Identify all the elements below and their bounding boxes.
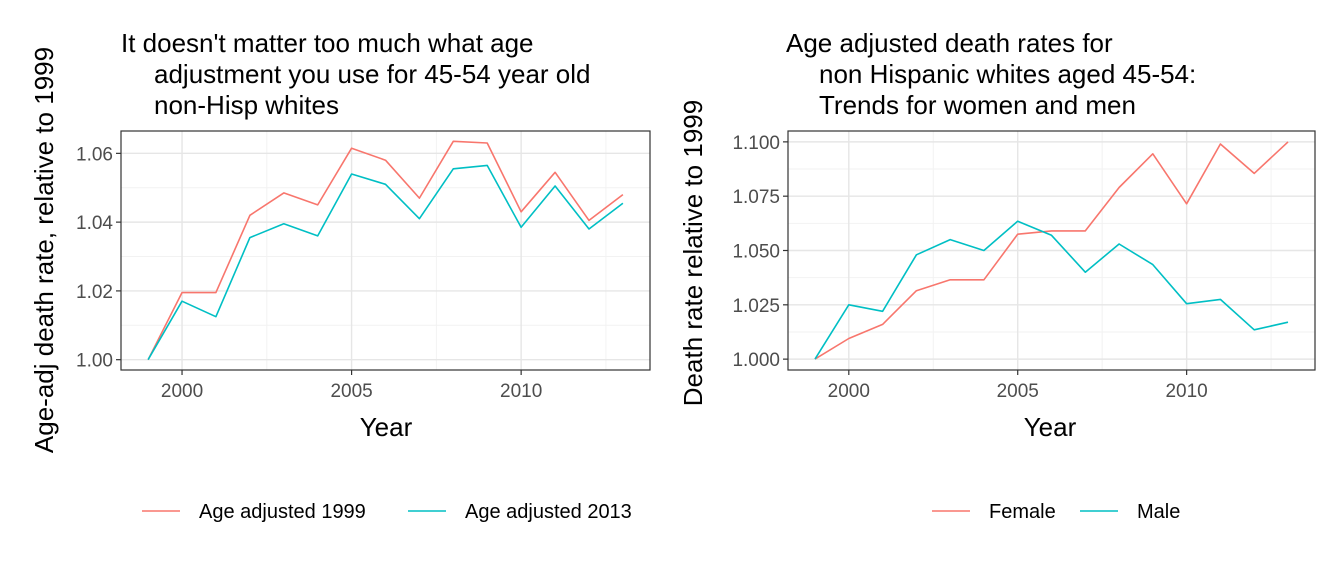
legend-label: Male [1137,501,1180,523]
plot-border [120,130,651,371]
y-tick-label: 1.02 [76,282,113,303]
chart-title-line: non Hispanic whites aged 45-54: [819,59,1196,89]
x-tick-label: 2010 [1165,381,1207,402]
series-line-female [814,141,1289,360]
legend-label: Age adjusted 1999 [199,501,366,523]
x-axis-title: Year [1024,412,1077,442]
chart-title-line: non-Hisp whites [154,90,339,120]
chart-title-line: adjustment you use for 45-54 year old [154,59,590,89]
x-tick-label: 2000 [828,381,870,402]
y-tick-label: 1.025 [732,296,780,317]
series-line-age-adjusted-2013 [147,164,624,361]
x-tick-label: 2005 [997,381,1039,402]
x-tick-label: 2000 [161,381,203,402]
series-line-male [814,220,1289,360]
legend-label: Female [989,501,1056,523]
x-tick-label: 2010 [500,381,542,402]
chart-panel-left: It doesn't matter too much what ageadjus… [29,28,651,523]
x-axis-title: Year [360,412,413,442]
x-tick-label: 2005 [330,381,372,402]
chart-title-line: Age adjusted death rates for [786,28,1113,58]
legend-label: Age adjusted 2013 [465,501,632,523]
chart-title-line: It doesn't matter too much what age [121,28,534,58]
y-tick-label: 1.04 [76,213,113,234]
plot-background [121,131,650,370]
y-tick-label: 1.050 [732,242,780,263]
y-tick-label: 1.06 [76,144,113,165]
y-tick-label: 1.00 [76,351,113,372]
y-axis-title: Age-adj death rate, relative to 1999 [29,47,59,453]
y-tick-label: 1.100 [732,133,780,154]
y-tick-label: 1.075 [732,187,780,208]
chart-title-line: Trends for women and men [819,90,1136,120]
y-axis-title: Death rate relative to 1999 [678,100,708,406]
y-tick-label: 1.000 [732,350,780,371]
series-line-age-adjusted-1999 [147,140,624,361]
